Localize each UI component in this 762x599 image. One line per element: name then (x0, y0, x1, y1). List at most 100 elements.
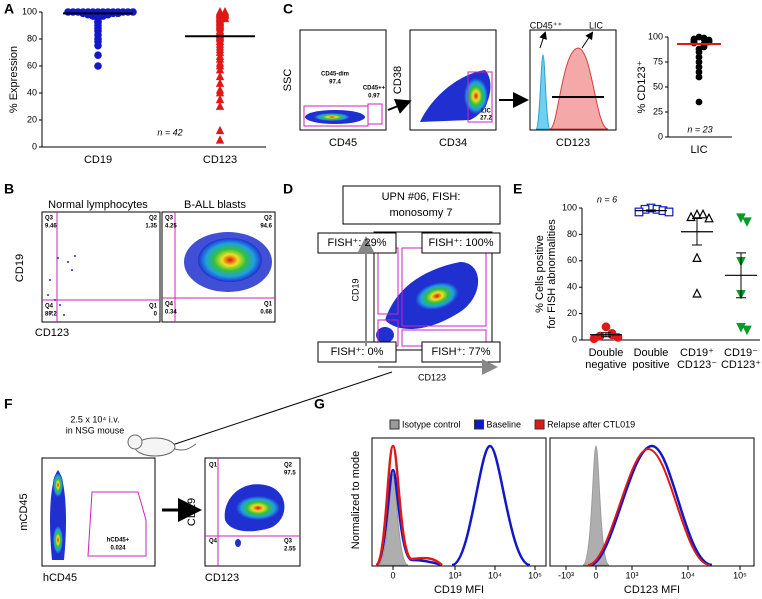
error-bar (646, 209, 656, 212)
plot-title: B-ALL blasts (184, 199, 246, 211)
x-tick-label: 10⁵ (528, 570, 542, 580)
y-tick-label: 100 (562, 202, 577, 212)
panel-f-flow-part (236, 496, 280, 520)
panel-f-flow-part (174, 443, 197, 451)
x-axis-label: CD123 (418, 372, 446, 382)
panel-c-flow-part (535, 54, 551, 130)
histogram-axes: 0 10³ 10⁴ 10⁵ CD19 MFI -10³ 0 10³ 10⁴ 10⁵ CD123 MF… (390, 566, 747, 596)
y-tick-label: 20 (27, 114, 37, 124)
panel-g-histograms-part (549, 437, 755, 567)
gate-name: CD45++ (363, 86, 386, 92)
error-bar (601, 332, 611, 338)
y-axis-label: CD19 (14, 254, 26, 282)
y-tick-label: 0 (32, 141, 37, 151)
y-tick-label: 60 (567, 255, 577, 265)
y-axis-label: CD19 (186, 498, 198, 526)
point (215, 125, 225, 135)
y-axis-label: CD19 (350, 278, 360, 301)
x-tick-label: CD123⁺ (721, 359, 761, 371)
gate-value: 27.2 (480, 116, 492, 122)
panel-d-flow-part (317, 232, 397, 254)
panel-c-flow-part (314, 113, 350, 121)
panel-f-flow-part (53, 473, 63, 497)
point (698, 208, 708, 219)
gate-name: hCD45+ (107, 538, 130, 544)
fish-box: FISH⁺: 0% (331, 346, 384, 358)
error-bar (692, 218, 702, 246)
panel-g-histograms-part (589, 444, 713, 567)
legend-label: Baseline (487, 419, 522, 429)
fish-box: FISH⁺: 29% (328, 237, 387, 249)
x-axis-label: CD123 MFI (624, 584, 680, 596)
y-tick-label: 80 (27, 33, 37, 43)
panel-b-flow-part-part (67, 261, 69, 263)
y-tick-label: 25 (653, 106, 663, 116)
point (215, 135, 225, 144)
point (589, 334, 599, 344)
quadrant-value: 89.2 (45, 312, 57, 318)
x-tick-label: -10³ (558, 570, 574, 580)
x-axis-label: hCD45 (43, 572, 77, 584)
y-tick-label: 75 (653, 56, 663, 66)
y-tick-label: 80 (567, 229, 577, 239)
x-tick-label: negative (585, 359, 627, 371)
legend-swatch (474, 419, 485, 430)
histogram-label: CD45⁺⁺ (530, 20, 563, 30)
quadrant-name: Q2 (149, 216, 158, 222)
quadrant-name: Q4 (209, 539, 218, 545)
box-title: monosomy 7 (390, 207, 453, 219)
y-axis-label: Normalized to mode (350, 451, 362, 549)
x-axis-label: CD19 MFI (434, 584, 484, 596)
quadrant-value: 97.5 (284, 471, 296, 477)
y-tick-label: 0 (572, 334, 577, 344)
quadrant-name: Q3 (165, 216, 174, 222)
quadrant-value: 94.6 (260, 224, 272, 230)
panel-f-flow-part (204, 457, 301, 567)
x-tick-label: 10⁴ (681, 570, 695, 580)
y-axis-label: CD38 (392, 66, 404, 94)
panel-c-flow-part (367, 103, 383, 125)
gate-value: 0.024 (110, 546, 126, 552)
panel-c-flow-part (529, 29, 617, 131)
quadrant-name: Q1 (264, 302, 273, 308)
x-axis-label: CD45 (329, 137, 357, 149)
point (742, 217, 752, 227)
fish-box: FISH⁺: 77% (432, 346, 491, 358)
panel-f-flow-part (53, 526, 63, 554)
panel-b-flow-part-part (59, 304, 61, 306)
panel-f-flow-part (235, 539, 241, 547)
panel-b-flow-part (47, 255, 76, 316)
y-tick-label: 100 (22, 6, 37, 16)
point (736, 322, 746, 333)
quadrant-labels: Q3 9.46 Q2 1.35 Q4 89.2 Q1 0 Q3 4.25 Q2 94.6 Q4 0.34 Q… (45, 216, 273, 318)
x-tick-label: CD19 (84, 154, 112, 166)
y-axis-label: % Cells positive (534, 235, 546, 313)
panel-d-flow-part (317, 341, 397, 363)
panel-c-flow-part (464, 78, 488, 114)
y-tick-label: 40 (567, 282, 577, 292)
panel-d-flow (146, 185, 501, 455)
panel-d-flow-part (342, 185, 501, 225)
x-tick-label: Double (589, 347, 624, 359)
x-tick-label: 10³ (448, 570, 461, 580)
quadrant-value: 4.25 (165, 224, 177, 230)
gate-name: CD45-dim (321, 72, 349, 78)
point (692, 252, 702, 262)
dot-plots: 0 20 40 60 80 100 % Expression n = 42 CD19 CD123 0… (8, 6, 761, 371)
panel-b-flow-part-part (54, 299, 56, 301)
x-tick-label: CD19⁺ (680, 347, 714, 359)
panel-c-flow-part (299, 29, 387, 131)
panel-label: B (4, 181, 14, 197)
panel-b-flow-part-part (47, 294, 49, 296)
x-tick-label: 10⁵ (733, 570, 747, 580)
y-axis-label: for FISH abnormalities (546, 219, 558, 329)
panel-g-histograms (371, 437, 755, 567)
quadrant-name: Q2 (264, 216, 273, 222)
panel-f-flow (41, 434, 301, 567)
panel-label: E (513, 181, 522, 197)
panel-c-flow-part (539, 31, 547, 49)
x-tick-label: 10³ (625, 570, 638, 580)
legend-label: Isotype control (402, 419, 461, 429)
gate-name: LIC (481, 109, 491, 115)
panel-b-flow-part (161, 211, 276, 323)
